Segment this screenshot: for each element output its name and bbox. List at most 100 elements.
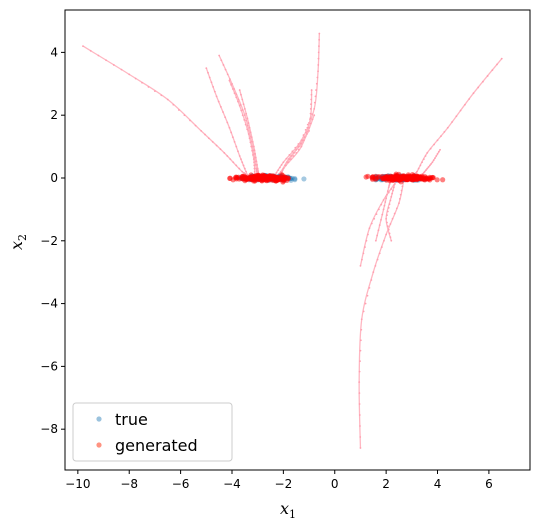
trajectory-point [316, 76, 319, 79]
x-tick-label: 6 [485, 477, 493, 491]
trajectory-point [389, 199, 392, 202]
trajectory-point [160, 94, 163, 97]
trajectory-point [395, 207, 398, 210]
trajectory-point [231, 88, 234, 90]
trajectory-point [315, 82, 318, 85]
trajectory-point [229, 158, 232, 161]
trajectory-point [303, 136, 306, 139]
trajectory-point [390, 239, 393, 242]
trajectory-point [376, 234, 379, 237]
trajectory-point [362, 252, 365, 255]
trajectory-point [210, 81, 213, 84]
trajectory-point [425, 169, 427, 172]
trajectory-point [360, 318, 363, 321]
trajectory-point [386, 193, 388, 196]
trajectory-point [235, 164, 238, 167]
trajectory-point [230, 131, 233, 134]
trajectory-point [246, 128, 249, 131]
x-axis-label: x1 [280, 499, 296, 521]
trajectory-point [428, 164, 431, 167]
trajectory-point [431, 161, 434, 164]
trajectory-point [288, 158, 291, 161]
y-tick-label: −8 [40, 422, 58, 436]
trajectory-point [373, 217, 376, 220]
trajectory-point [359, 349, 362, 352]
trajectory-point [311, 118, 314, 121]
trajectory-point [477, 86, 480, 89]
trajectory-point [383, 204, 386, 207]
trajectory-point [434, 157, 436, 160]
trajectory-point [241, 98, 244, 101]
trajectory-point [368, 227, 371, 230]
trajectory-point [400, 189, 403, 192]
trajectory-point [378, 252, 381, 255]
trajectory-point [359, 425, 361, 427]
trajectory-point [359, 265, 362, 267]
y-tick-label: 4 [50, 45, 58, 59]
trajectory-point [255, 170, 258, 173]
trajectory-point [306, 123, 309, 126]
trajectory-point [235, 96, 238, 99]
trajectory-point [310, 98, 313, 101]
trajectory-point [280, 164, 283, 166]
trajectory-point [310, 103, 312, 106]
trajectory-point [207, 71, 209, 74]
trajectory-point [219, 148, 222, 151]
trajectory-point [224, 116, 227, 119]
trajectory-point [391, 217, 394, 220]
trajectory-point [318, 45, 320, 48]
trajectory-point [318, 38, 321, 41]
trajectory-point [189, 119, 191, 122]
trajectory-point [243, 108, 246, 110]
trajectory-point [313, 114, 316, 117]
trajectory-point [228, 78, 231, 80]
generated-point [407, 175, 413, 181]
legend-marker-true [96, 416, 102, 422]
trajectory-point [436, 139, 439, 142]
trajectory-point [177, 109, 180, 111]
generated-point [414, 176, 420, 182]
trajectory-point [275, 171, 278, 174]
trajectory-point [378, 224, 381, 226]
trajectory-point [251, 140, 254, 143]
trajectory-point [235, 145, 238, 148]
generated-point [277, 174, 284, 180]
trajectory-point [482, 80, 484, 83]
trajectory-point [281, 169, 284, 172]
trajectory-point [446, 126, 449, 129]
trajectory-point [359, 360, 361, 363]
trajectory-point [387, 206, 390, 209]
trajectory-point [430, 162, 432, 165]
trajectory-point [300, 145, 303, 148]
trajectory-point [419, 164, 422, 167]
trajectory-line [359, 177, 400, 267]
trajectory-point [433, 143, 435, 146]
trajectory-point [211, 140, 214, 143]
trajectory-point [359, 447, 362, 449]
trajectory-point [436, 153, 439, 155]
trajectory-point [472, 92, 475, 95]
trajectory-point [387, 191, 390, 194]
trajectory-point [437, 150, 440, 153]
trajectory-point [240, 93, 242, 96]
trajectory-point [301, 139, 304, 142]
y-tick-label: 0 [50, 171, 58, 185]
trajectory-point [82, 45, 84, 48]
trajectory-point [166, 98, 169, 101]
trajectory-point [297, 145, 300, 148]
trajectory-point [307, 122, 310, 124]
y-tick-label: −4 [40, 297, 58, 311]
x-tick-label: −10 [65, 477, 90, 491]
trajectory-point [359, 436, 362, 438]
legend: true generated [72, 402, 233, 462]
trajectory-point [238, 104, 241, 107]
trajectory-point [387, 186, 390, 189]
trajectory-point [253, 161, 255, 164]
trajectory-point [385, 217, 388, 220]
trajectory-point [359, 339, 362, 342]
trajectory-point [147, 86, 150, 88]
trajectory-point [238, 155, 241, 157]
trajectory-point [233, 140, 236, 143]
trajectory-point [231, 136, 234, 139]
y-axis-label: x2 [7, 234, 29, 250]
